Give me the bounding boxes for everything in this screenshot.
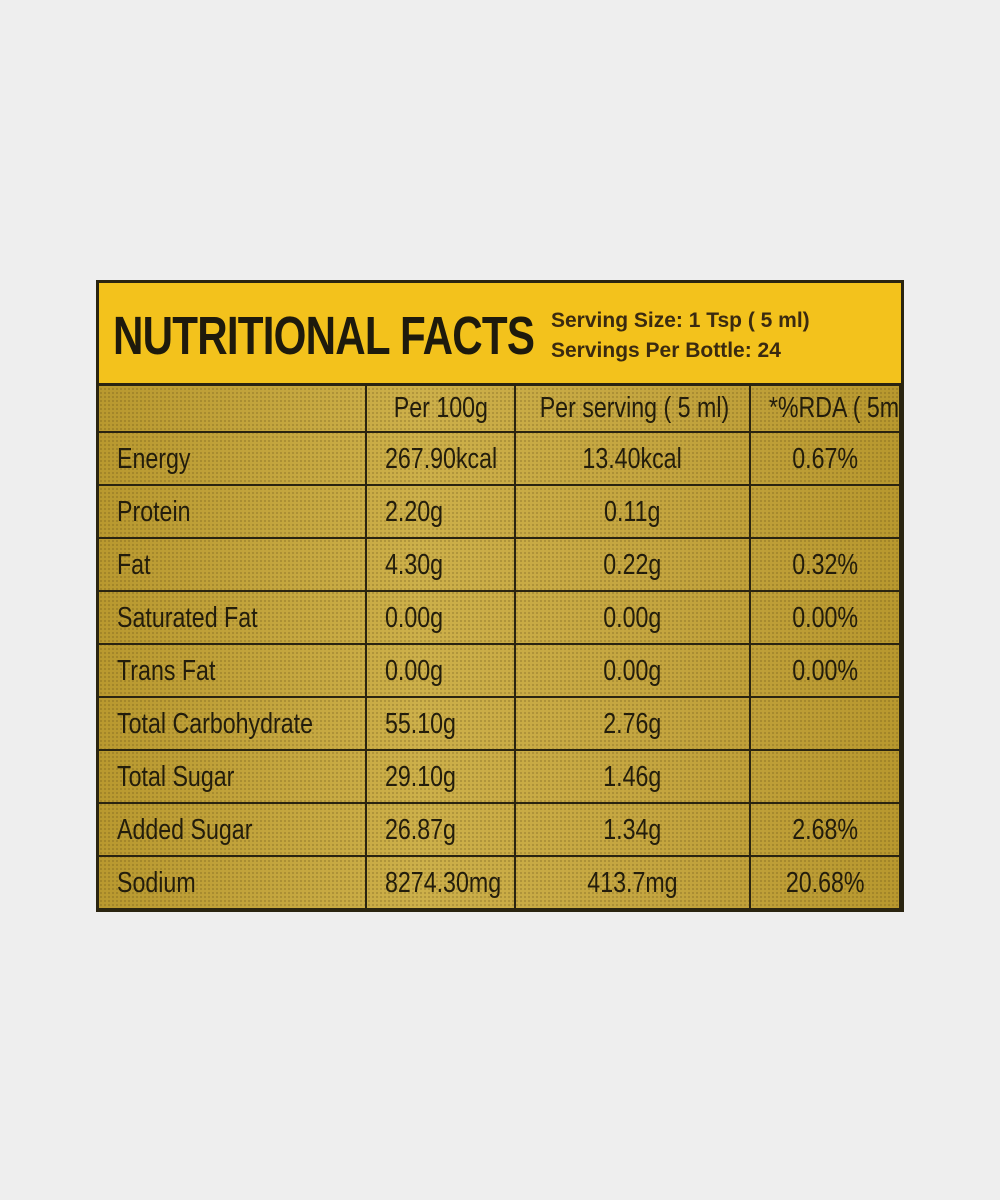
value-cell: 267.90kcal [367,433,516,486]
value-cell: 4.30g [367,539,516,592]
value-cell: 0.00g [516,592,751,645]
cell-text: 0.00% [792,602,858,634]
cell-text: 0.32% [792,549,858,581]
cell-text: Energy [117,443,191,475]
cell-text: Added Sugar [117,814,253,846]
cell-text: 2.68% [792,814,858,846]
row-label: Added Sugar [99,804,367,857]
cell-text: 0.00g [385,602,444,634]
nutrition-label: NUTRITIONAL FACTS Serving Size: 1 Tsp ( … [96,280,904,912]
value-cell: 1.46g [516,751,751,804]
cell-text: 55.10g [385,708,456,740]
title: NUTRITIONAL FACTS [113,306,535,366]
row-label: Saturated Fat [99,592,367,645]
cell-text: 0.67% [792,443,858,475]
row-label: Fat [99,539,367,592]
value-cell: 0.00% [751,645,901,698]
cell-text: 1.46g [603,761,662,793]
cell-text: 20.68% [785,867,865,899]
cell-text: 0.00g [603,602,662,634]
cell-text: 267.90kcal [385,443,498,475]
value-cell: 55.10g [367,698,516,751]
cell-text: Saturated Fat [117,602,258,634]
value-cell: 13.40kcal [516,433,751,486]
cell-text: 26.87g [385,814,456,846]
row-label: Total Sugar [99,751,367,804]
value-cell: 29.10g [367,751,516,804]
row-label: Sodium [99,857,367,910]
cell-text: 4.30g [385,549,444,581]
cell-text: 29.10g [385,761,456,793]
label-header: NUTRITIONAL FACTS Serving Size: 1 Tsp ( … [99,283,901,386]
value-cell: 0.00g [516,645,751,698]
value-cell: 2.68% [751,804,901,857]
value-cell: 0.32% [751,539,901,592]
cell-text: 2.76g [603,708,662,740]
row-label: Protein [99,486,367,539]
value-cell: 0.11g [516,486,751,539]
value-cell: 0.00g [367,645,516,698]
value-cell [751,751,901,804]
value-cell: 1.34g [516,804,751,857]
value-cell: 0.00% [751,592,901,645]
cell-text: 413.7mg [587,867,678,899]
cell-text: Total Carbohydrate [117,708,314,740]
value-cell: 2.76g [516,698,751,751]
value-cell: 0.00g [367,592,516,645]
value-cell: 26.87g [367,804,516,857]
cell-text: 0.00g [385,655,444,687]
cell-text: 0.22g [603,549,662,581]
cell-text: Per 100g [393,392,488,424]
value-cell [751,698,901,751]
cell-text: Per serving ( 5 ml) [539,392,730,424]
cell-text: Protein [117,496,191,528]
column-header: Per serving ( 5 ml) [516,383,751,433]
value-cell: 8274.30mg [367,857,516,910]
value-cell: 0.67% [751,433,901,486]
cell-text: *%RDA ( 5ml) [768,392,901,424]
cell-text: 0.00% [792,655,858,687]
value-cell: 2.20g [367,486,516,539]
cell-text: Trans Fat [117,655,216,687]
row-label: Trans Fat [99,645,367,698]
row-label: Total Carbohydrate [99,698,367,751]
cell-text: Fat [117,549,151,581]
cell-text: 0.11g [604,496,661,528]
value-cell: 0.22g [516,539,751,592]
cell-text: Sodium [117,867,196,899]
header-cell [99,383,367,433]
column-header: *%RDA ( 5ml) [751,383,901,433]
value-cell [751,486,901,539]
servings-per-bottle: Servings Per Bottle: 24 [551,339,781,362]
value-cell: 20.68% [751,857,901,910]
value-cell: 413.7mg [516,857,751,910]
cell-text: Total Sugar [117,761,235,793]
cell-text: 8274.30mg [385,867,502,899]
column-header: Per 100g [367,383,516,433]
row-label: Energy [99,433,367,486]
cell-text: 13.40kcal [582,443,683,475]
cell-text: 2.20g [385,496,444,528]
serving-size: Serving Size: 1 Tsp ( 5 ml) [551,309,810,332]
cell-text: 1.34g [603,814,662,846]
cell-text: 0.00g [603,655,662,687]
